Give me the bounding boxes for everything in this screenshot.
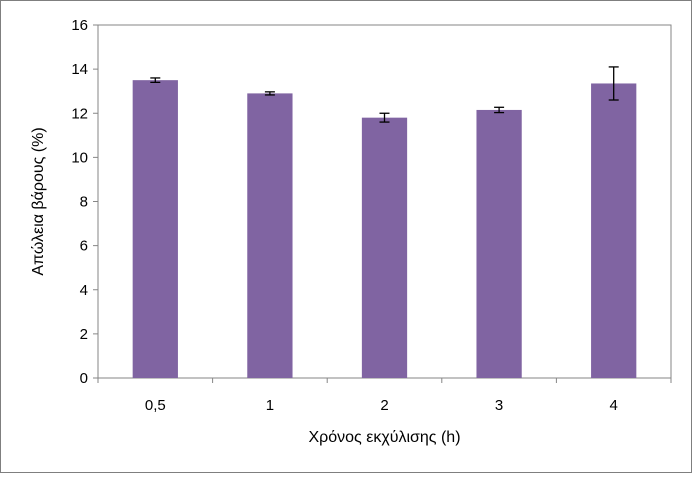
y-axis-ticks: 0 2 4 6 8 10 12 14 16 (71, 17, 98, 387)
x-tick-label: 4 (610, 397, 618, 414)
x-axis-title: Χρόνος εκχύλισης (h) (308, 429, 460, 446)
x-tick-label: 2 (380, 397, 388, 414)
x-tick-label: 0,5 (145, 397, 166, 414)
x-tick-label: 3 (495, 397, 503, 414)
y-tick-label: 0 (80, 370, 88, 387)
y-tick-label: 12 (71, 105, 88, 122)
error-bars (150, 66, 619, 123)
y-axis-title: Απώλεια βάρους (%) (30, 127, 47, 275)
y-tick-label: 6 (80, 238, 88, 255)
y-tick-label: 10 (71, 149, 88, 166)
bar (591, 83, 637, 378)
y-tick-label: 2 (80, 326, 88, 343)
y-tick-label: 4 (80, 282, 88, 299)
bars (132, 80, 637, 379)
bar (361, 117, 408, 378)
x-axis-ticks: 0,5 1 2 3 4 (97, 378, 672, 414)
y-tick-label: 16 (71, 17, 88, 34)
bar (132, 80, 178, 378)
bar (247, 93, 293, 379)
bar (476, 109, 522, 379)
y-tick-label: 8 (80, 194, 88, 211)
x-tick-label: 1 (266, 397, 274, 414)
y-tick-label: 14 (71, 61, 88, 78)
